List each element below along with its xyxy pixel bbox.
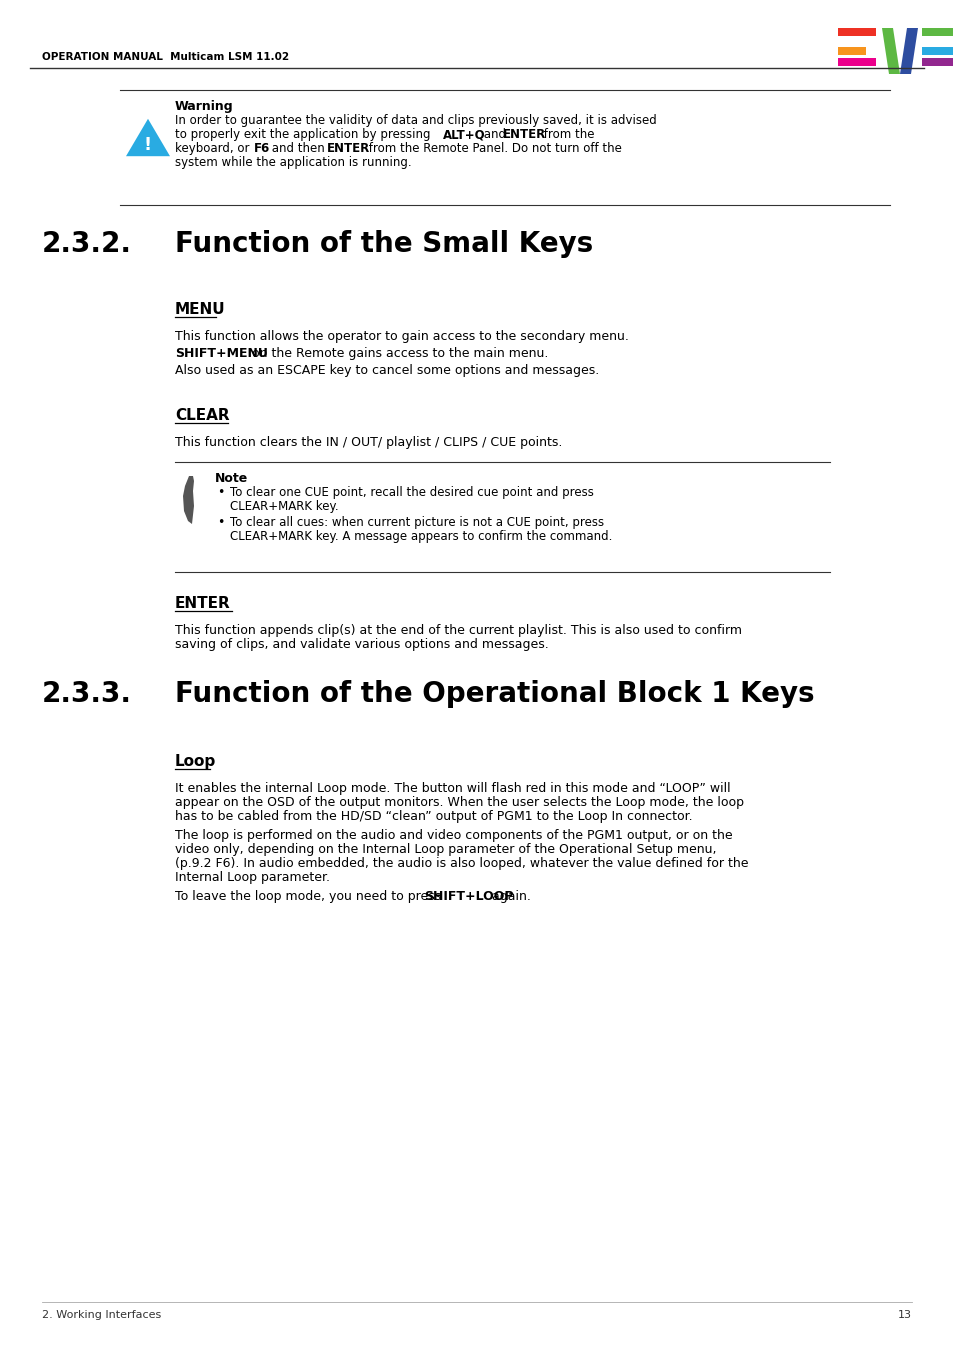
Bar — [921, 28, 953, 36]
Polygon shape — [126, 119, 170, 157]
Text: and: and — [479, 128, 509, 140]
Text: To clear all cues: when current picture is not a CUE point, press: To clear all cues: when current picture … — [230, 516, 603, 529]
Text: !: ! — [144, 136, 152, 154]
Text: again.: again. — [488, 890, 530, 903]
Text: ALT+Q: ALT+Q — [442, 128, 485, 140]
Text: and then: and then — [268, 142, 328, 155]
Text: from the: from the — [539, 128, 594, 140]
Text: MENU: MENU — [174, 302, 226, 317]
Text: SHIFT+MENU: SHIFT+MENU — [174, 347, 268, 360]
Text: ENTER: ENTER — [327, 142, 370, 155]
Text: 2.3.3.: 2.3.3. — [42, 680, 132, 707]
Text: CLEAR: CLEAR — [174, 408, 230, 423]
Text: This function clears the IN / OUT/ playlist / CLIPS / CUE points.: This function clears the IN / OUT/ playl… — [174, 436, 561, 450]
Text: 13: 13 — [897, 1310, 911, 1320]
Bar — [837, 58, 875, 66]
Text: OPERATION MANUAL  Multicam LSM 11.02: OPERATION MANUAL Multicam LSM 11.02 — [42, 53, 289, 62]
Text: video only, depending on the Internal Loop parameter of the Operational Setup me: video only, depending on the Internal Lo… — [174, 842, 716, 856]
Polygon shape — [882, 28, 899, 74]
Text: 2.3.2.: 2.3.2. — [42, 230, 132, 258]
Text: To leave the loop mode, you need to press: To leave the loop mode, you need to pres… — [174, 890, 445, 903]
Text: F6: F6 — [253, 142, 270, 155]
Text: The loop is performed on the audio and video components of the PGM1 output, or o: The loop is performed on the audio and v… — [174, 829, 732, 842]
Bar — [837, 28, 875, 36]
Bar — [921, 58, 953, 66]
Text: Function of the Operational Block 1 Keys: Function of the Operational Block 1 Keys — [174, 680, 814, 707]
Text: This function appends clip(s) at the end of the current playlist. This is also u: This function appends clip(s) at the end… — [174, 624, 741, 637]
Text: To clear one CUE point, recall the desired cue point and press: To clear one CUE point, recall the desir… — [230, 486, 594, 500]
Polygon shape — [899, 28, 917, 74]
Text: Loop: Loop — [174, 755, 216, 770]
Text: saving of clips, and validate various options and messages.: saving of clips, and validate various op… — [174, 639, 548, 651]
Text: Function of the Small Keys: Function of the Small Keys — [174, 230, 593, 258]
Text: on the Remote gains access to the main menu.: on the Remote gains access to the main m… — [248, 347, 548, 360]
Text: ENTER: ENTER — [174, 595, 231, 612]
Text: It enables the internal Loop mode. The button will flash red in this mode and “L: It enables the internal Loop mode. The b… — [174, 782, 730, 795]
Text: Internal Loop parameter.: Internal Loop parameter. — [174, 871, 330, 884]
Text: appear on the OSD of the output monitors. When the user selects the Loop mode, t: appear on the OSD of the output monitors… — [174, 796, 743, 809]
Text: keyboard, or: keyboard, or — [174, 142, 253, 155]
Text: SHIFT+LOOP: SHIFT+LOOP — [423, 890, 513, 903]
Text: •: • — [216, 516, 224, 529]
Bar — [921, 47, 953, 55]
Text: CLEAR+MARK key.: CLEAR+MARK key. — [230, 500, 338, 513]
Bar — [837, 47, 865, 55]
Text: •: • — [216, 486, 224, 500]
Text: system while the application is running.: system while the application is running. — [174, 157, 411, 169]
Text: has to be cabled from the HD/SD “clean” output of PGM1 to the Loop In connector.: has to be cabled from the HD/SD “clean” … — [174, 810, 692, 824]
Text: ENTER: ENTER — [502, 128, 546, 140]
Text: In order to guarantee the validity of data and clips previously saved, it is adv: In order to guarantee the validity of da… — [174, 113, 656, 127]
Text: from the Remote Panel. Do not turn off the: from the Remote Panel. Do not turn off t… — [365, 142, 621, 155]
Text: to properly exit the application by pressing: to properly exit the application by pres… — [174, 128, 434, 140]
Text: (p.9.2 F6). In audio embedded, the audio is also looped, whatever the value defi: (p.9.2 F6). In audio embedded, the audio… — [174, 857, 748, 869]
Polygon shape — [183, 477, 193, 524]
Text: Also used as an ESCAPE key to cancel some options and messages.: Also used as an ESCAPE key to cancel som… — [174, 364, 598, 377]
Text: Warning: Warning — [174, 100, 233, 113]
Text: CLEAR+MARK key. A message appears to confirm the command.: CLEAR+MARK key. A message appears to con… — [230, 531, 612, 543]
Text: Note: Note — [214, 472, 248, 485]
Text: This function allows the operator to gain access to the secondary menu.: This function allows the operator to gai… — [174, 329, 628, 343]
Text: 2. Working Interfaces: 2. Working Interfaces — [42, 1310, 161, 1320]
